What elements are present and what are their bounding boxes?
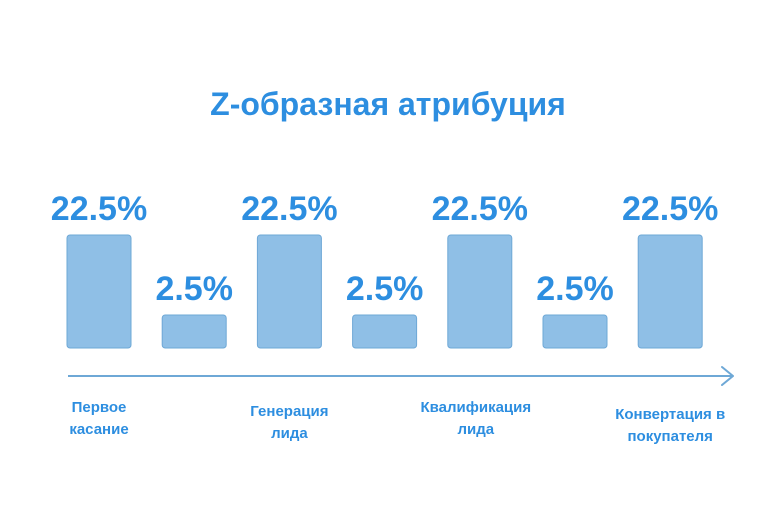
stage-label-4-line-1: Конвертация в xyxy=(615,406,725,423)
bar-2 xyxy=(161,314,227,349)
stage-label-1: Первое касание xyxy=(69,399,128,438)
stage-label-3-line-1: Квалификация xyxy=(420,399,531,416)
stage-label-4: Конвертация в покупателя xyxy=(615,406,725,445)
value-label-5: 22.5% xyxy=(432,190,528,228)
stage-label-3-line-2: лида xyxy=(457,421,494,438)
bars-layer xyxy=(66,234,703,349)
stage-label-4-line-2: покупателя xyxy=(627,428,712,445)
timeline-arrow-icon xyxy=(721,366,734,386)
value-label-4: 2.5% xyxy=(346,270,424,308)
stage-label-3: Квалификация лида xyxy=(420,399,531,438)
stage-labels-layer: Первое касание Генерация лида Квалификация ли… xyxy=(69,399,725,445)
bar-4 xyxy=(352,314,418,349)
value-label-6: 2.5% xyxy=(536,270,614,308)
value-label-7: 22.5% xyxy=(622,190,718,228)
bar-7 xyxy=(637,234,703,349)
stage-label-1-line-1: Первое xyxy=(72,399,127,416)
value-label-3: 22.5% xyxy=(241,190,337,228)
bar-6 xyxy=(542,314,608,349)
stage-label-2-line-1: Генерация xyxy=(250,403,328,420)
value-labels-layer: 22.5% 2.5% 22.5% 2.5% 22.5% 2.5% 22.5% xyxy=(51,190,719,308)
chart-title: Z-образная атрибуция xyxy=(210,86,566,122)
bar-1 xyxy=(66,234,132,349)
timeline-axis xyxy=(68,366,734,386)
bar-3 xyxy=(256,234,322,349)
stage-label-2: Генерация лида xyxy=(250,403,328,442)
value-label-1: 22.5% xyxy=(51,190,147,228)
stage-label-1-line-2: касание xyxy=(69,421,128,438)
stage-label-2-line-2: лида xyxy=(271,425,308,442)
bar-5 xyxy=(447,234,513,349)
value-label-2: 2.5% xyxy=(155,270,233,308)
